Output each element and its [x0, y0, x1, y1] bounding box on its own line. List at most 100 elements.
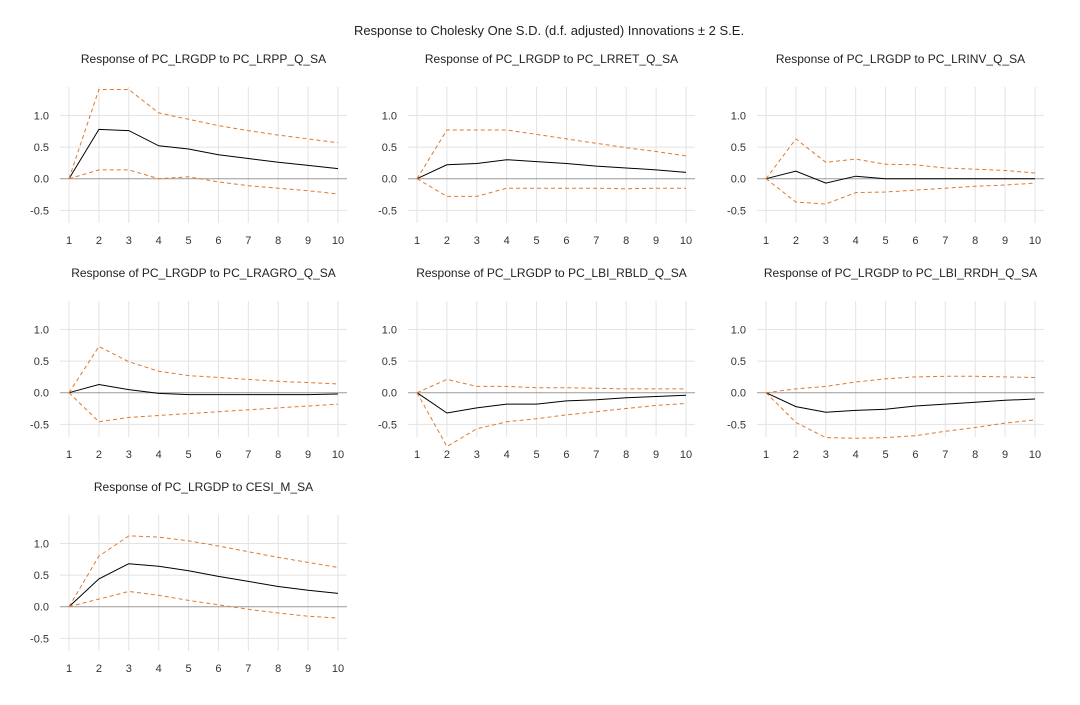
x-tick-label: 4: [504, 449, 510, 461]
irf-panel: Response of PC_LRGDP to PC_LRPP_Q_SA -0.5…: [30, 52, 347, 247]
x-tick-label: 10: [332, 663, 344, 675]
response-line: [765, 170, 1035, 184]
lower-band-line: [765, 178, 1036, 205]
lower-band-line: [68, 590, 339, 619]
irf-panel: Response of PC_LRGDP to PC_LRRET_Q_SA -0.…: [378, 52, 695, 247]
x-tick-label: 10: [680, 449, 692, 461]
x-tick-label: 8: [275, 235, 281, 247]
response-line: [765, 392, 1036, 413]
x-tick-label: 2: [96, 235, 102, 247]
y-tick-label: 0.5: [34, 142, 49, 154]
x-tick-label: 1: [763, 235, 769, 247]
y-tick-label: -0.5: [30, 633, 49, 645]
x-tick-label: 5: [533, 449, 539, 461]
x-tick-label: 1: [66, 663, 72, 675]
y-tick-label: 1.0: [34, 110, 49, 122]
response-line: [416, 159, 687, 180]
upper-band-line: [68, 345, 339, 393]
lower-band-line: [765, 392, 1036, 439]
y-tick-label: -0.5: [727, 205, 746, 217]
upper-band-line: [765, 375, 1036, 394]
y-tick-label: 0.0: [731, 388, 746, 400]
y-tick-label: 1.0: [382, 110, 397, 122]
response-line: [68, 563, 339, 608]
figure-title: Response to Cholesky One S.D. (d.f. adju…: [354, 23, 744, 38]
x-tick-label: 6: [563, 235, 569, 247]
x-tick-label: 10: [332, 235, 344, 247]
x-tick-label: 5: [882, 235, 888, 247]
x-tick-label: 3: [126, 235, 132, 247]
x-tick-label: 10: [1029, 449, 1041, 461]
y-tick-label: 1.0: [731, 324, 746, 336]
x-tick-label: 4: [156, 235, 162, 247]
x-tick-label: 3: [126, 663, 132, 675]
x-tick-label: 1: [414, 235, 420, 247]
x-tick-label: 7: [593, 449, 599, 461]
x-tick-label: 4: [853, 235, 859, 247]
x-tick-label: 7: [593, 235, 599, 247]
x-tick-label: 8: [275, 449, 281, 461]
response-line: [68, 383, 339, 396]
y-tick-label: 0.5: [34, 356, 49, 368]
y-tick-label: 0.0: [34, 602, 49, 614]
x-tick-label: 3: [474, 235, 480, 247]
irf-panel: Response of PC_LRGDP to PC_LRAGRO_Q_SA -0…: [30, 266, 347, 461]
x-tick-label: 8: [972, 449, 978, 461]
x-tick-label: 6: [215, 663, 221, 675]
x-tick-label: 7: [942, 449, 948, 461]
lower-band-line: [68, 392, 339, 423]
y-tick-label: -0.5: [30, 205, 49, 217]
x-tick-label: 9: [653, 449, 659, 461]
y-tick-label: 0.5: [382, 356, 397, 368]
panel-title: Response of PC_LRGDP to PC_LRPP_Q_SA: [81, 52, 326, 66]
upper-band-line: [68, 535, 339, 607]
x-tick-label: 9: [305, 663, 311, 675]
x-tick-label: 5: [185, 449, 191, 461]
x-tick-label: 7: [245, 663, 251, 675]
x-tick-label: 6: [912, 235, 918, 247]
x-tick-label: 5: [185, 663, 191, 675]
x-tick-label: 4: [156, 449, 162, 461]
x-tick-label: 2: [444, 235, 450, 247]
x-tick-label: 5: [185, 235, 191, 247]
panel-title: Response of PC_LRGDP to CESI_M_SA: [94, 480, 313, 494]
y-tick-label: 0.0: [731, 174, 746, 186]
y-tick-label: 0.0: [34, 174, 49, 186]
x-tick-label: 2: [96, 449, 102, 461]
x-tick-label: 9: [1002, 449, 1008, 461]
x-tick-label: 4: [156, 663, 162, 675]
y-tick-label: 0.0: [382, 174, 397, 186]
x-tick-label: 8: [623, 449, 629, 461]
upper-band-line: [68, 89, 339, 179]
x-tick-label: 10: [332, 449, 344, 461]
y-tick-label: 0.0: [34, 388, 49, 400]
x-tick-label: 6: [215, 449, 221, 461]
x-tick-label: 3: [823, 449, 829, 461]
x-tick-label: 8: [972, 235, 978, 247]
panel-title: Response of PC_LRGDP to PC_LRRET_Q_SA: [425, 52, 678, 66]
upper-band-line: [416, 129, 687, 179]
panel-title: Response of PC_LRGDP to PC_LBI_RRDH_Q_SA: [764, 266, 1037, 280]
x-tick-label: 2: [444, 449, 450, 461]
x-tick-label: 9: [1002, 235, 1008, 247]
lower-band-line: [68, 169, 339, 195]
x-tick-label: 1: [763, 449, 769, 461]
y-tick-label: 0.5: [731, 356, 746, 368]
lower-band-line: [416, 178, 686, 197]
x-tick-label: 5: [882, 449, 888, 461]
response-line: [416, 392, 687, 414]
x-tick-label: 7: [942, 235, 948, 247]
irf-panel: Response of PC_LRGDP to PC_LBI_RRDH_Q_SA…: [727, 266, 1044, 461]
panel-title: Response of PC_LRGDP to PC_LRINV_Q_SA: [776, 52, 1025, 66]
irf-panel: Response of PC_LRGDP to PC_LRINV_Q_SA -0.…: [727, 52, 1044, 247]
x-tick-label: 2: [793, 235, 799, 247]
x-tick-label: 10: [680, 235, 692, 247]
x-tick-label: 2: [96, 663, 102, 675]
x-tick-label: 1: [414, 449, 420, 461]
x-tick-label: 9: [305, 235, 311, 247]
x-tick-label: 6: [215, 235, 221, 247]
x-tick-label: 4: [853, 449, 859, 461]
upper-band-line: [416, 378, 686, 394]
x-tick-label: 6: [563, 449, 569, 461]
